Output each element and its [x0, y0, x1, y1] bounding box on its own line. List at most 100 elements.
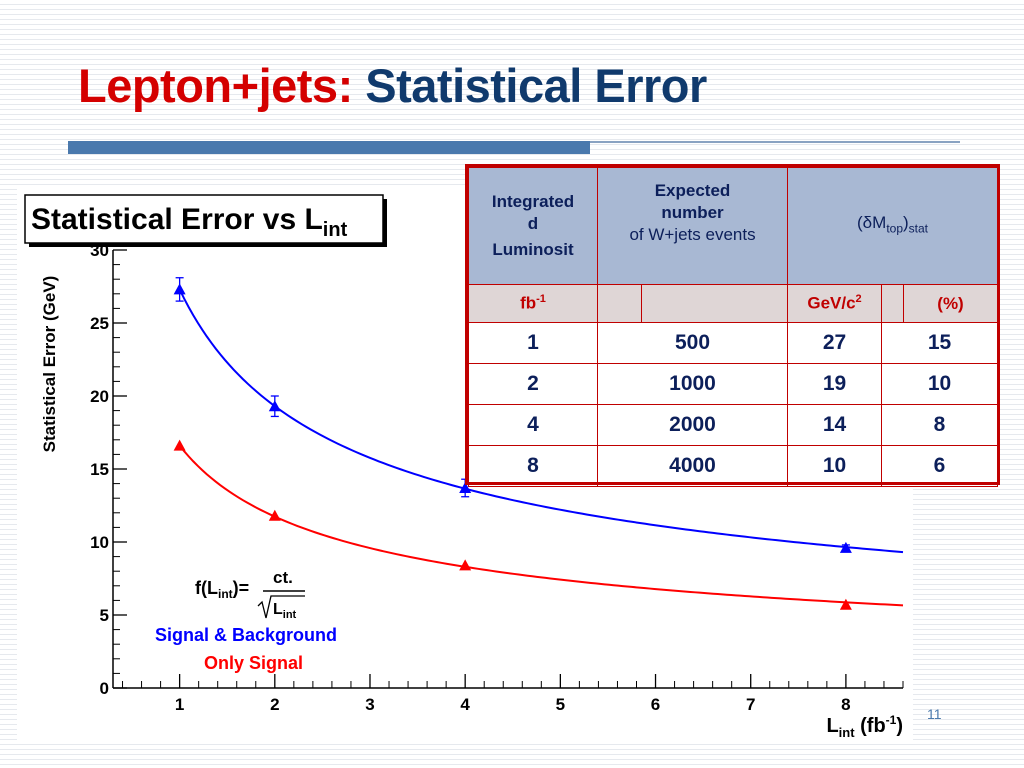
table-header-events-line: of W+jets events: [629, 225, 756, 244]
x-tick-label: 6: [651, 695, 660, 714]
data-table-grid: Integrated d Luminosit Expected number o…: [468, 167, 999, 487]
table-cell-events: 2000: [596, 404, 789, 446]
formula-denominator: Lint: [273, 601, 297, 621]
chart-title: Statistical Error vs Lint: [31, 203, 348, 241]
x-axis-label-unit: (fb: [855, 715, 886, 737]
table-unit-mass-main: GeV/c: [807, 293, 856, 313]
data-point-triangle: [839, 598, 852, 610]
slide-title-part2: Statistical Error: [365, 59, 707, 112]
table-cell-events: 1000: [596, 363, 789, 405]
x-tick-label: 7: [746, 695, 755, 714]
slide-title: Lepton+jets: Statistical Error: [78, 58, 707, 113]
y-tick-label: 20: [90, 387, 109, 406]
table-header-events-line: Expected: [654, 181, 731, 200]
series-layer: [173, 277, 904, 610]
table-header-mass-error-main: (δM: [857, 213, 887, 233]
slide-title-part1: Lepton+jets:: [78, 59, 353, 112]
table-header-mass-error: (δMtop)stat: [787, 167, 999, 285]
table-header-row: Integrated d Luminosit Expected number o…: [468, 167, 999, 285]
x-tick-label: 3: [365, 695, 374, 714]
formula-numerator: ct.: [273, 568, 293, 587]
title-rule-thin: [590, 141, 960, 143]
table-cell-luminosity: 4: [468, 404, 598, 446]
chart-title-box-shadow-bottom: [29, 243, 387, 247]
chart-title-box-shadow: [383, 199, 387, 247]
legend-signal-background: Signal & Background: [155, 625, 337, 645]
table-cell-percent: 10: [881, 363, 999, 405]
y-tick-label: 10: [90, 533, 109, 552]
x-axis-label-sub: int: [839, 725, 856, 740]
table-header-mass-error-sub1: top: [886, 221, 903, 236]
table-unit-luminosity-sup: -1: [536, 293, 546, 306]
x-axis-label-main: L: [826, 715, 838, 737]
formula-lhs-close: )=: [233, 578, 250, 598]
y-axis-label: Statistical Error (GeV): [40, 276, 59, 453]
formula-denominator-sub: int: [283, 609, 297, 621]
series-only-signal: [173, 439, 904, 610]
table-cell-luminosity: 1: [468, 322, 598, 364]
table-header-luminosity-line: d: [527, 214, 539, 233]
x-axis-label-unit-sup: -1: [886, 713, 897, 727]
table-row: 4 2000 14 8: [468, 404, 999, 446]
y-tick-label: 25: [90, 314, 109, 333]
table-row: 2 1000 19 10: [468, 363, 999, 405]
table-unit-blank: [881, 284, 905, 323]
table-cell-gev: 14: [787, 404, 883, 446]
page-number: 11: [927, 706, 942, 722]
y-tick-label: 15: [90, 460, 109, 479]
table-units-row: fb-1 GeV/c2 (%): [468, 284, 999, 323]
x-axis-label-close: ): [896, 715, 903, 737]
x-axis-label: Lint (fb-1): [826, 713, 903, 740]
series-signal-background: [173, 277, 904, 554]
data-point-triangle: [268, 509, 281, 521]
table-header-luminosity-line: Luminosit: [492, 240, 574, 259]
table-header-mass-error-close: ): [903, 213, 909, 233]
title-rule: [68, 141, 960, 154]
table-header-events: Expected number of W+jets events: [596, 167, 789, 285]
table-row: 8 4000 10 6: [468, 445, 999, 487]
x-tick-label: 5: [556, 695, 565, 714]
y-tick-label: 0: [100, 679, 109, 698]
table-cell-percent: 8: [881, 404, 999, 446]
formula-lhs-main: f(L: [195, 578, 218, 598]
fit-curve: [178, 288, 904, 554]
table-cell-gev: 27: [787, 322, 883, 364]
table-unit-mass: GeV/c2: [787, 284, 883, 323]
table-row: 1 500 27 15: [468, 322, 999, 364]
x-tick-label: 2: [270, 695, 279, 714]
x-tick-label: 8: [841, 695, 850, 714]
formula-lhs: f(Lint)=: [195, 578, 249, 601]
table-unit-luminosity-main: fb: [520, 293, 537, 313]
table-header-luminosity-line: Integrated: [491, 192, 575, 211]
table-unit-percent: (%): [903, 284, 999, 323]
data-point-triangle: [173, 283, 186, 295]
fit-formula: f(Lint)= ct. Lint: [195, 568, 305, 621]
table-cell-gev: 19: [787, 363, 883, 405]
title-rule-thick: [68, 141, 590, 154]
data-point-triangle: [459, 481, 472, 493]
y-tick-label: 30: [90, 241, 109, 260]
table-unit-blank: [597, 284, 642, 323]
table-cell-events: 4000: [596, 445, 789, 487]
y-tick-label: 5: [100, 606, 109, 625]
table-unit-blank: [640, 284, 789, 323]
table-unit-mass-sup: 2: [855, 293, 862, 306]
data-point-triangle: [268, 400, 281, 412]
legend-only-signal: Only Signal: [204, 653, 303, 673]
chart-title-sub: int: [323, 219, 348, 241]
x-tick-label: 4: [460, 695, 470, 714]
table-cell-luminosity: 2: [468, 363, 598, 405]
table-cell-luminosity: 8: [468, 445, 598, 487]
fit-curve: [178, 445, 904, 607]
table-cell-percent: 6: [881, 445, 999, 487]
chart-title-main: Statistical Error vs L: [31, 203, 323, 236]
data-point-triangle: [173, 439, 186, 451]
table-header-luminosity: Integrated d Luminosit: [468, 167, 598, 285]
table-header-events-line: number: [661, 203, 724, 222]
data-point-triangle: [839, 541, 852, 553]
table-cell-percent: 15: [881, 322, 999, 364]
table-unit-luminosity: fb-1: [468, 284, 598, 323]
table-header-mass-error-sub2: stat: [908, 221, 929, 236]
formula-lhs-sub: int: [218, 587, 233, 601]
